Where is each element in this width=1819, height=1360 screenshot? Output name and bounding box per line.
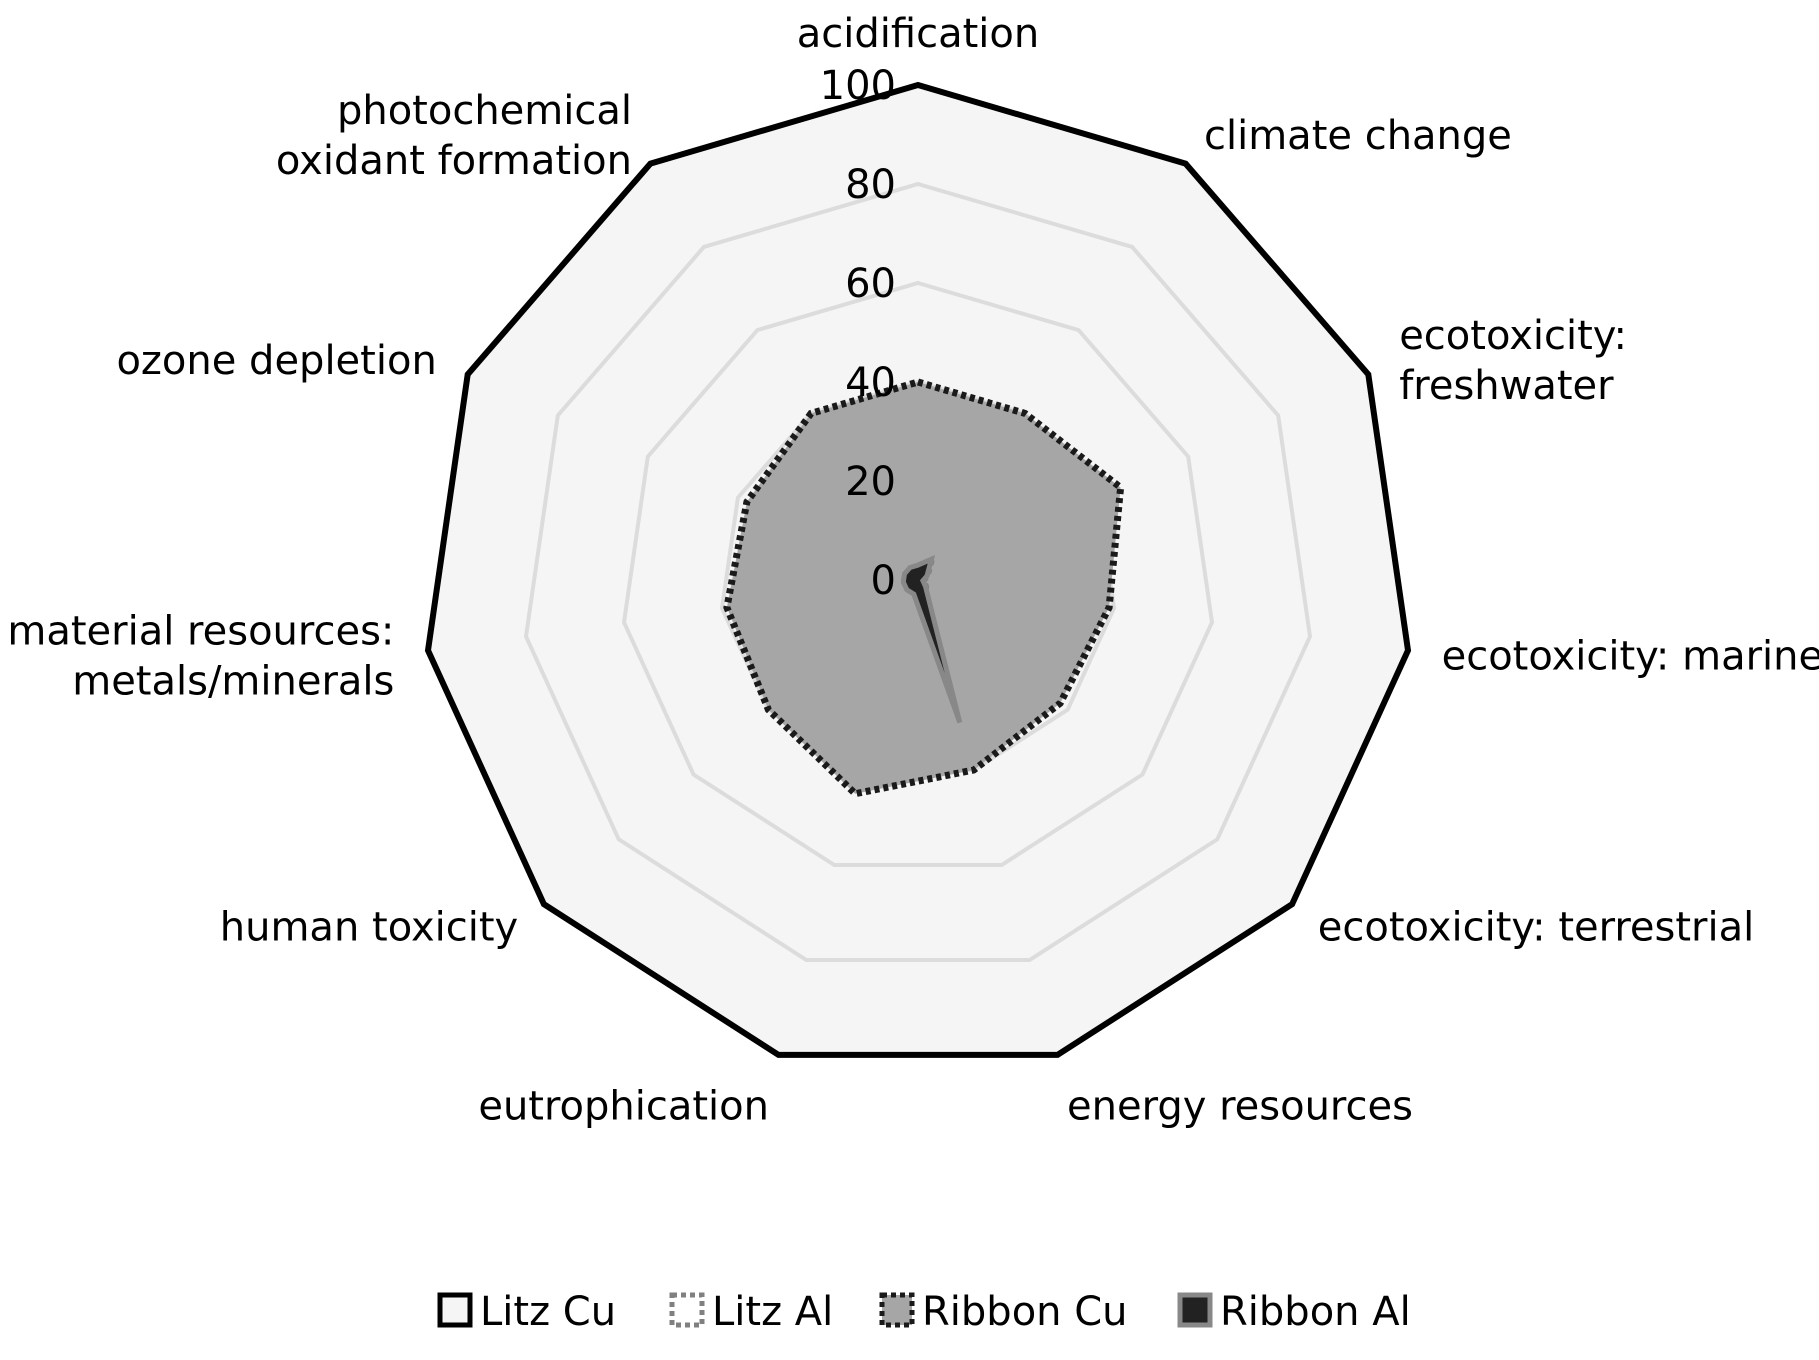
- legend-swatch-ribbon-cu: [879, 1292, 915, 1328]
- tick-label-80: 80: [845, 162, 896, 208]
- category-label-energy-resources: energy resources: [1067, 1084, 1413, 1130]
- tick-label-60: 60: [845, 261, 896, 307]
- legend-swatch-litz-cu: [437, 1292, 473, 1328]
- legend: Litz Cu Litz Al Ribbon Cu Ribbon Al: [437, 1289, 1411, 1335]
- legend-item-litz-al: Litz Al: [669, 1289, 833, 1335]
- tick-label-100: 100: [820, 63, 896, 109]
- category-label-climate-change: climate change: [1204, 113, 1512, 159]
- legend-label-litz-al: Litz Al: [712, 1289, 833, 1335]
- grid-ring-overlay-60: [621, 280, 1215, 867]
- grid-ring-overlay-80: [523, 181, 1313, 962]
- category-label-ecotoxicity-freshwater: ecotoxicity: freshwater: [1399, 313, 1627, 409]
- category-labels: acidification climate change ecotoxicity: f…: [7, 11, 1819, 1130]
- legend-item-litz-cu: Litz Cu: [437, 1289, 616, 1335]
- legend-label-ribbon-cu: Ribbon Cu: [922, 1289, 1128, 1335]
- category-label-ecotoxicity-marine: ecotoxicity: marine: [1442, 633, 1819, 679]
- legend-item-ribbon-cu: Ribbon Cu: [879, 1289, 1128, 1335]
- legend-label-litz-cu: Litz Cu: [480, 1289, 616, 1335]
- category-label-eutrophication: eutrophication: [478, 1084, 769, 1130]
- category-label-ecotoxicity-terrestrial: ecotoxicity: terrestrial: [1318, 904, 1754, 950]
- category-label-ozone-depletion: ozone depletion: [116, 338, 436, 384]
- tick-label-20: 20: [845, 459, 896, 505]
- category-label-photochemical-oxidant-formation: photochemical oxidant formation: [276, 88, 632, 184]
- series-ribbon-al: [900, 554, 963, 724]
- series-layer: [424, 81, 1412, 1058]
- category-label-human-toxicity: human toxicity: [220, 904, 518, 950]
- tick-label-40: 40: [845, 360, 896, 406]
- legend-label-ribbon-al: Ribbon Al: [1220, 1289, 1411, 1335]
- legend-item-ribbon-al: Ribbon Al: [1177, 1289, 1411, 1335]
- tick-label-0: 0: [871, 558, 896, 604]
- category-label-acidification: acidification: [797, 11, 1039, 57]
- legend-swatch-litz-al: [669, 1292, 705, 1328]
- legend-swatch-ribbon-al: [1177, 1292, 1213, 1328]
- tick-labels: 0 20 40 60 80 100: [820, 63, 896, 604]
- category-label-material-resources-metals-minerals: material resources: metals/minerals: [7, 608, 394, 704]
